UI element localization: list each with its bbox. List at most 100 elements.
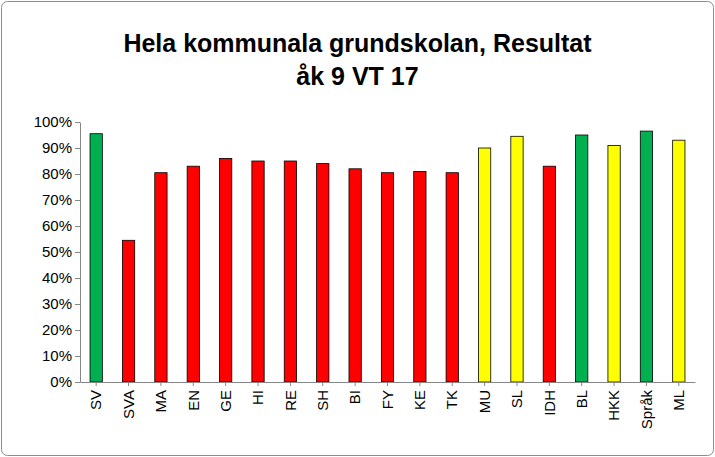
bar [122, 240, 134, 382]
x-tick-mark [128, 382, 129, 386]
x-tick-label: MA [152, 390, 169, 413]
x-tick: ML [670, 382, 687, 411]
x-tick-label: IDH [541, 390, 558, 416]
x-tick-mark [290, 382, 291, 386]
x-tick: HI [249, 382, 266, 405]
x-tick-mark [452, 382, 453, 386]
x-tick-label: ML [670, 390, 687, 411]
x-tick-label: HKK [605, 390, 622, 421]
y-tick: 90% [42, 139, 80, 156]
x-tick: SVA [120, 382, 137, 419]
y-tick-mark [75, 200, 80, 201]
x-tick-mark [355, 382, 356, 386]
x-tick-mark [322, 382, 323, 386]
x-tick-label: SVA [120, 390, 137, 419]
bar [284, 161, 296, 382]
y-tick-label: 70% [42, 191, 72, 208]
title-line: åk 9 VT 17 [296, 62, 418, 90]
y-axis-line [80, 123, 81, 383]
y-tick: 30% [42, 295, 80, 312]
y-tick-label: 90% [42, 139, 72, 156]
title-line: Hela kommunala grundskolan, Resultat [123, 29, 592, 57]
bar [511, 136, 523, 382]
chart: Hela kommunala grundskolan, Resultat åk 9… [0, 0, 715, 457]
x-tick-label: SV [87, 390, 104, 410]
x-tick-label: BI [346, 390, 363, 404]
y-tick-mark [75, 226, 80, 227]
x-tick: GE [217, 382, 234, 412]
bar [155, 173, 167, 382]
y-tick: 60% [42, 217, 80, 234]
y-tick: 70% [42, 191, 80, 208]
y-tick-label: 10% [42, 347, 72, 364]
x-tick-mark [581, 382, 582, 386]
x-tick: SH [314, 382, 331, 411]
x-tick: BI [346, 382, 363, 404]
bar [608, 145, 620, 382]
x-tick-label: FY [379, 390, 396, 409]
bar [187, 166, 199, 382]
bar [317, 164, 329, 382]
plot: 0% 10% 20% 30% 40% 50% 60% 70% 80% 90% 100% SV SVA MA… [34, 113, 696, 429]
y-tick: 40% [42, 269, 80, 286]
x-tick: SL [508, 382, 525, 408]
y-tick-mark [75, 330, 80, 331]
y-tick-label: 30% [42, 295, 72, 312]
y-tick: 20% [42, 321, 80, 338]
x-tick-label: BL [573, 390, 590, 408]
bar [576, 135, 588, 382]
x-tick-mark [160, 382, 161, 386]
y-tick: 50% [42, 243, 80, 260]
x-tick-label: EN [185, 390, 202, 411]
x-tick-label: GE [217, 390, 234, 412]
x-tick: FY [379, 382, 396, 409]
x-tick-mark [678, 382, 679, 386]
bar [414, 171, 426, 382]
bar [220, 158, 232, 382]
y-tick-label: 20% [42, 321, 72, 338]
x-tick-mark [193, 382, 194, 386]
y-axis: 0% 10% 20% 30% 40% 50% 60% 70% 80% 90% 100% [34, 113, 81, 390]
y-tick: 10% [42, 347, 80, 364]
x-tick-mark [516, 382, 517, 386]
y-tick-mark [75, 278, 80, 279]
x-tick-mark [96, 382, 97, 386]
y-tick: 100% [34, 113, 80, 130]
bar [478, 148, 490, 382]
x-tick-mark [387, 382, 388, 386]
x-tick-label: MU [476, 390, 493, 413]
bar [252, 161, 264, 382]
y-tick-label: 80% [42, 165, 72, 182]
bar [90, 134, 102, 382]
x-tick-mark [549, 382, 550, 386]
bar [640, 131, 652, 382]
y-tick-label: 50% [42, 243, 72, 260]
y-tick-mark [75, 122, 80, 123]
x-tick: HKK [605, 382, 622, 421]
bar [349, 169, 361, 382]
x-tick: BL [573, 382, 590, 408]
y-tick-label: 0% [50, 373, 72, 390]
bar [446, 173, 458, 382]
x-tick-label: Språk [638, 390, 655, 430]
x-tick-label: RE [282, 390, 299, 411]
y-tick-mark [75, 382, 80, 383]
y-tick-label: 40% [42, 269, 72, 286]
y-tick-label: 60% [42, 217, 72, 234]
x-tick: Språk [638, 382, 655, 429]
x-tick-label: SH [314, 390, 331, 411]
bar [381, 173, 393, 382]
x-tick-mark [484, 382, 485, 386]
chart-frame [2, 2, 714, 456]
x-axis: SVSVAMAENGEHIRESHBIFYKETKMUSLIDHBLHKKSpr… [81, 382, 696, 429]
x-tick: TK [443, 382, 460, 409]
x-tick-label: SL [508, 390, 525, 408]
bar [673, 140, 685, 382]
y-tick-mark [75, 174, 80, 175]
y-tick-mark [75, 356, 80, 357]
y-tick-mark [75, 252, 80, 253]
x-tick: SV [87, 382, 104, 410]
x-tick: IDH [541, 382, 558, 416]
x-tick: EN [185, 382, 202, 411]
y-tick-label: 100% [34, 113, 72, 130]
